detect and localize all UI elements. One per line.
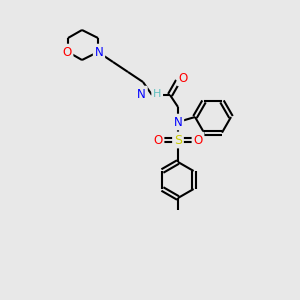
Text: O: O xyxy=(153,134,163,146)
Text: O: O xyxy=(194,134,202,146)
Text: O: O xyxy=(62,46,72,59)
Text: N: N xyxy=(174,116,182,128)
Text: S: S xyxy=(174,134,182,146)
Text: N: N xyxy=(94,46,103,59)
Text: N: N xyxy=(137,88,146,100)
Text: H: H xyxy=(153,89,161,99)
Text: O: O xyxy=(178,71,188,85)
